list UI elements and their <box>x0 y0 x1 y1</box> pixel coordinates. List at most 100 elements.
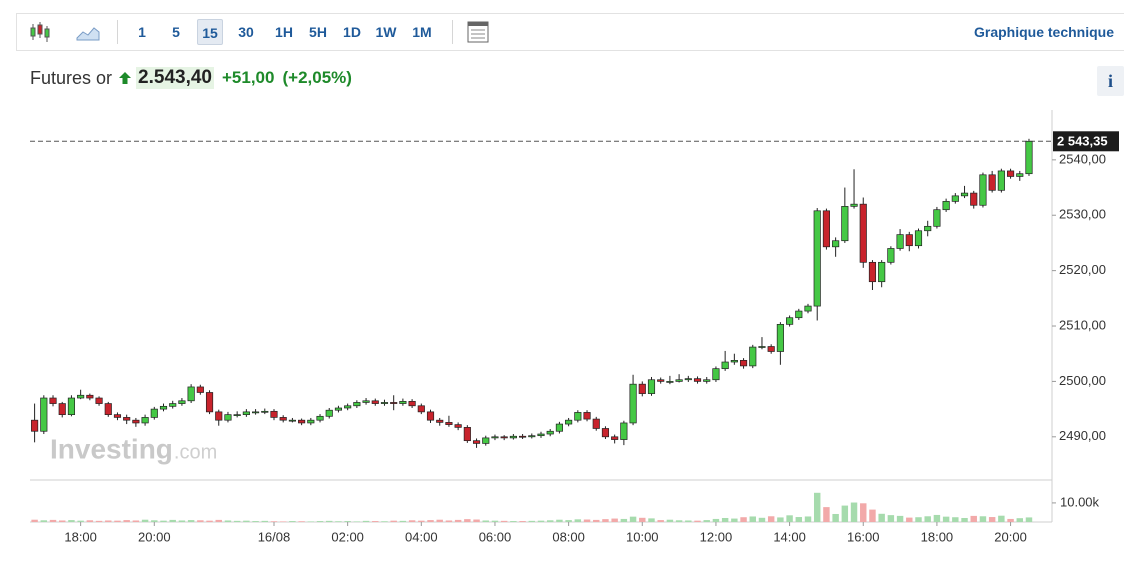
candle-body <box>841 206 849 242</box>
interval-button[interactable]: 5H <box>309 24 327 40</box>
volume-bar <box>215 519 222 522</box>
volume-bar <box>952 517 959 522</box>
candle-body <box>896 234 904 249</box>
volume-bar <box>1016 518 1023 522</box>
candle-body <box>436 419 444 423</box>
volume-bar <box>206 520 213 522</box>
candle-body <box>905 234 913 247</box>
y-tick-label: 2510,00 <box>1059 317 1106 332</box>
candle-body <box>344 405 352 409</box>
volume-bar <box>77 520 84 522</box>
volume-bar <box>261 520 269 522</box>
volume-bar <box>795 517 803 522</box>
candle-body <box>859 203 867 263</box>
volume-bar <box>252 521 259 522</box>
volume-bar <box>454 519 462 522</box>
candle-body <box>399 400 407 404</box>
candle-body <box>169 403 177 407</box>
volume-bar <box>233 520 241 522</box>
change: +51,00 <box>222 68 275 87</box>
volume-bar <box>841 505 849 522</box>
candle-body <box>638 383 646 394</box>
volume-bar <box>95 520 103 522</box>
volume-bar <box>620 518 628 522</box>
candle-body <box>491 436 499 439</box>
interval-button[interactable]: 1W <box>375 24 397 40</box>
candle-body <box>666 381 674 383</box>
candle-body <box>776 324 784 352</box>
volume-bar <box>500 520 508 522</box>
candle-body <box>150 408 158 418</box>
volume-bar <box>510 521 517 522</box>
volume-bar <box>344 521 351 522</box>
volume-bar <box>427 520 434 522</box>
volume-bar <box>399 520 407 522</box>
volume-bar <box>629 516 637 522</box>
candle-body <box>786 317 794 325</box>
candle-body <box>31 419 39 432</box>
candle-body <box>739 360 748 367</box>
volume-bar <box>869 509 876 522</box>
volume-bar <box>49 519 57 522</box>
x-tick-label: 12:00 <box>700 529 733 544</box>
candle-body <box>205 392 214 413</box>
candle-body <box>215 411 223 421</box>
candle-body <box>592 418 600 429</box>
volume-bar <box>197 520 204 522</box>
volume-bar <box>528 520 536 522</box>
volume-bar <box>187 520 195 522</box>
x-tick-label: 18:00 <box>921 529 954 544</box>
candle-body <box>997 170 1005 191</box>
candle-body <box>58 403 66 415</box>
volume-bar <box>712 518 720 522</box>
volume-bar <box>362 520 370 522</box>
candle-body <box>67 397 76 415</box>
candle-body <box>141 417 149 424</box>
candle-body <box>104 403 112 415</box>
candle-body <box>712 368 720 381</box>
volume-bar <box>740 517 747 522</box>
x-tick-label: 14:00 <box>773 529 806 544</box>
volume-bar <box>141 519 149 522</box>
interval-button[interactable]: 30 <box>238 24 254 40</box>
candle-body <box>325 409 333 417</box>
candle-body <box>242 411 250 415</box>
x-tick-label: 06:00 <box>479 529 512 544</box>
volume-bar <box>390 520 397 522</box>
info-button[interactable]: i <box>1097 66 1124 96</box>
table-icon[interactable] <box>465 20 491 44</box>
candle-body <box>979 174 987 206</box>
volume-bar <box>408 520 416 522</box>
interval-button[interactable]: 1M <box>412 24 432 40</box>
candle-body <box>629 383 637 424</box>
interval-button[interactable]: 1D <box>343 24 361 40</box>
candle-body <box>77 394 85 399</box>
candle-body <box>693 378 702 382</box>
volume-bar <box>970 515 977 522</box>
interval-button[interactable]: 1H <box>275 24 293 40</box>
candle-body <box>123 417 131 421</box>
volume-bar <box>694 520 701 522</box>
volume-bar <box>31 519 38 522</box>
volume-bar <box>611 518 618 522</box>
candle-body <box>353 402 361 407</box>
volume-bar <box>915 517 922 522</box>
interval-button[interactable]: 5 <box>172 24 180 40</box>
area-icon[interactable] <box>75 20 101 44</box>
interval-button[interactable]: 1 <box>138 24 146 40</box>
volume-bar <box>491 520 499 522</box>
x-tick-label: 04:00 <box>405 529 438 544</box>
candle-body <box>426 411 435 421</box>
candle-body <box>951 195 959 202</box>
volume-bar <box>887 515 895 522</box>
candle-body <box>868 261 877 283</box>
candle-body <box>887 248 895 263</box>
candle-body <box>95 397 103 404</box>
technical-chart-link[interactable]: Graphique technique <box>973 24 1114 40</box>
watermark-brand: Investing <box>50 433 173 464</box>
candles-icon[interactable] <box>27 20 53 44</box>
interval-button[interactable]: 15 <box>197 19 223 45</box>
candle-body <box>307 419 315 424</box>
candle-body <box>371 400 379 404</box>
candle-body <box>417 405 425 413</box>
